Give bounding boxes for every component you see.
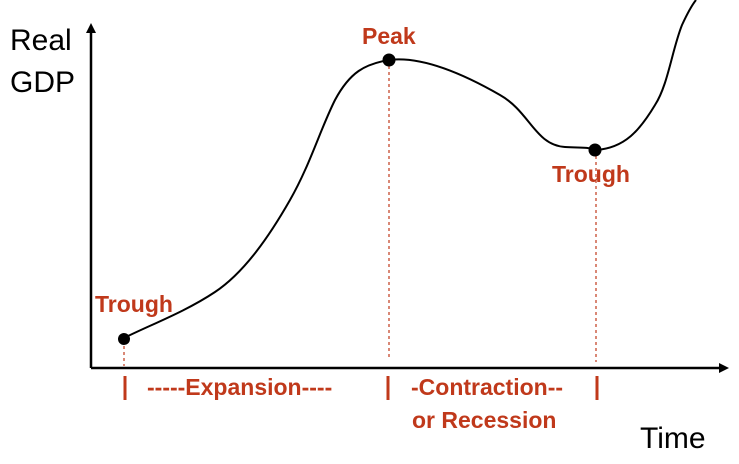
x-axis-label: Time [640,422,706,455]
peak-label: Peak [362,23,416,49]
expansion-label: -----Expansion---- [147,374,332,400]
peak-point [382,53,396,67]
trough-start-label: Trough [95,291,173,317]
y-axis-label-line2: GDP [10,66,75,99]
trough-end-label: Trough [552,161,630,187]
trough-start-point [118,333,130,345]
y-axis-label-line1: Real [10,24,72,57]
contraction-label-line2: or Recession [412,407,556,433]
contraction-label-line1: -Contraction-- [411,374,563,400]
gdp-curve [123,0,697,339]
trough-end-point [588,143,602,157]
